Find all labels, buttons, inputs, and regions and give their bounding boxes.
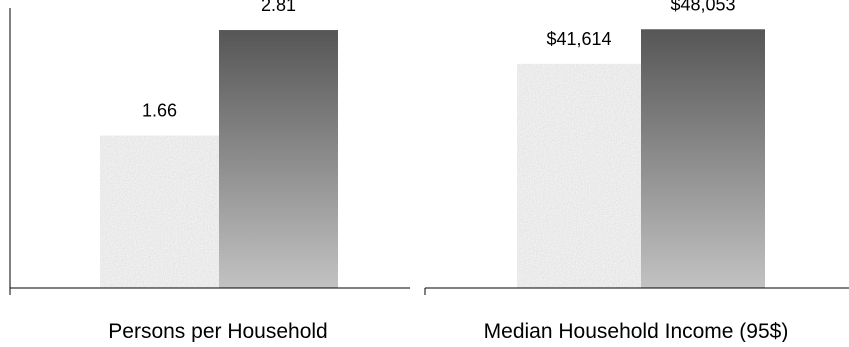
bar-speckle [100, 135, 219, 288]
x-axis-label: Median Household Income (95$) [484, 320, 789, 342]
chart-panel-persons: Persons per Household 1.66 2.81 [9, 0, 410, 343]
data-label: $41,614 [546, 29, 611, 49]
data-label: $48,053 [670, 0, 735, 14]
x-axis-label: Persons per Household [108, 320, 327, 342]
data-label: 2.81 [261, 0, 296, 15]
data-label: 1.66 [142, 101, 177, 121]
bar-speckle [517, 63, 641, 288]
bar-gradient [641, 29, 765, 288]
bar-gradient [219, 30, 338, 289]
chart-panel-income: Median Household Income (95$) $41,614 $48… [424, 0, 849, 343]
